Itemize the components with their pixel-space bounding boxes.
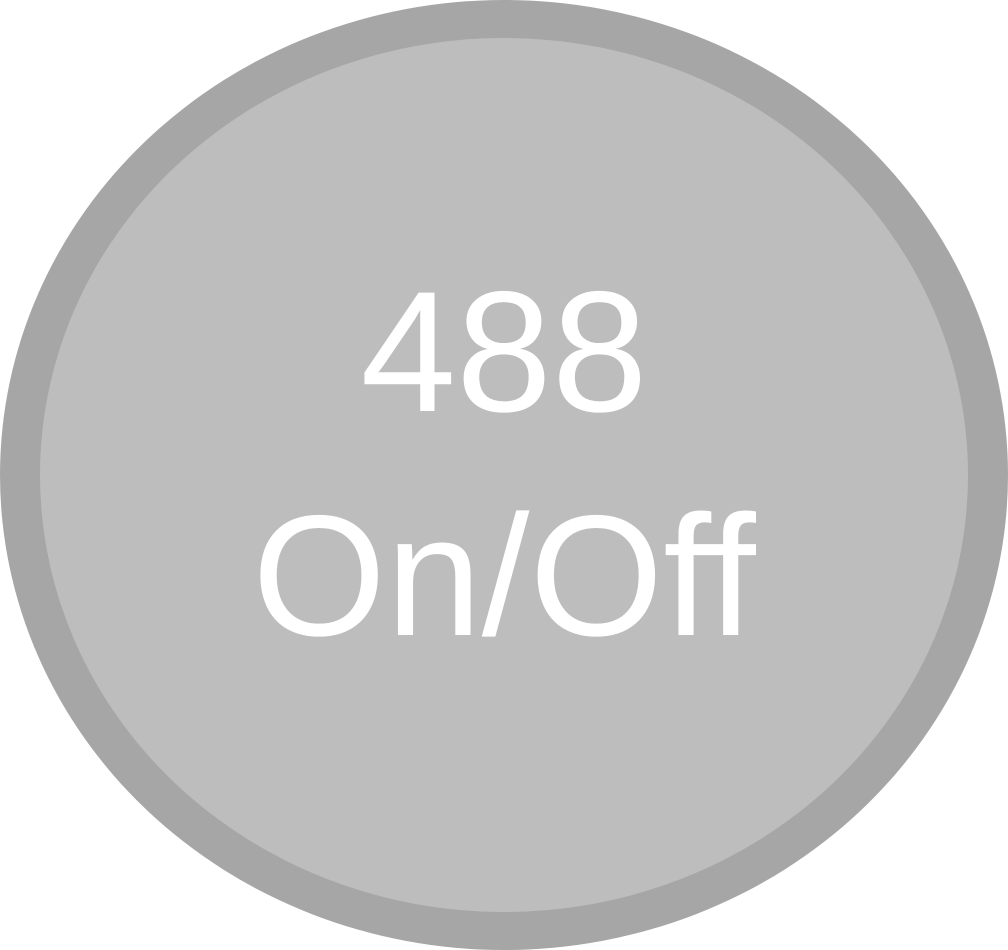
channel-number-label: 488	[360, 256, 648, 449]
on-off-label: On/Off	[252, 480, 756, 672]
toggle-inner-circle	[40, 38, 968, 912]
